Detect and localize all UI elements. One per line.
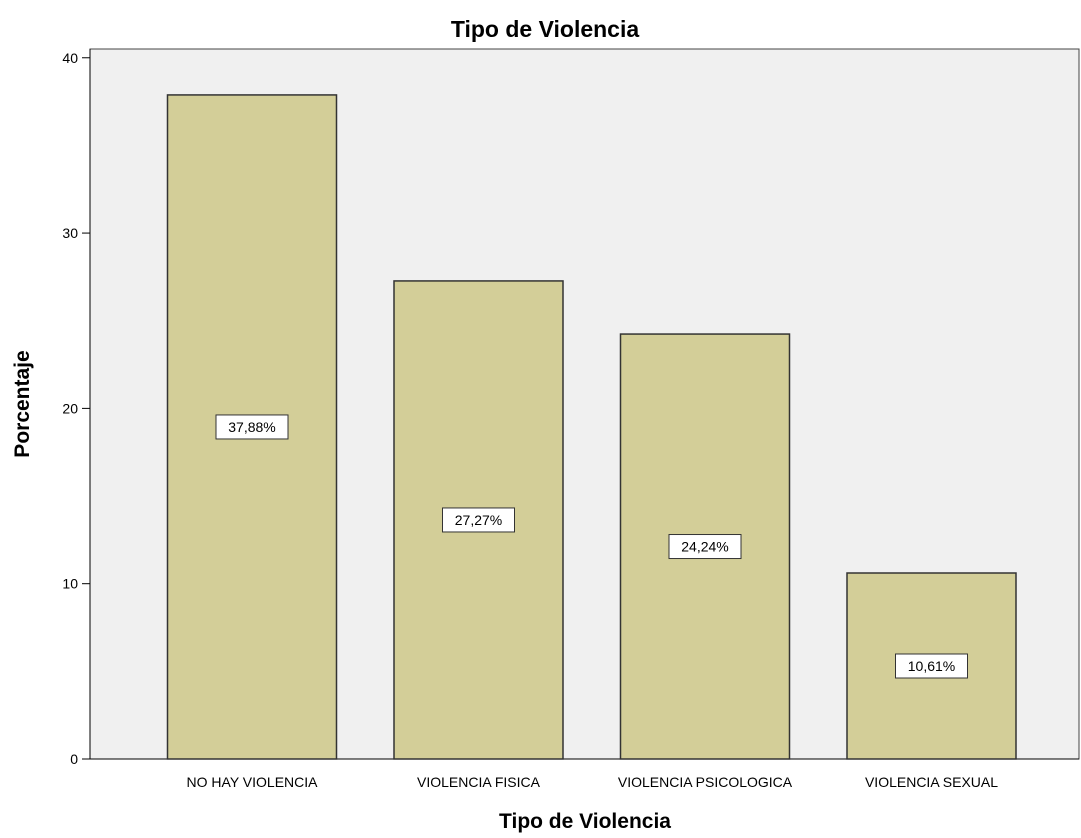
y-tick-label: 0: [70, 751, 78, 767]
x-tick-label: VIOLENCIA SEXUAL: [865, 774, 998, 790]
x-axis-title: Tipo de Violencia: [499, 810, 671, 833]
x-tick-label: VIOLENCIA PSICOLOGICA: [618, 774, 793, 790]
y-axis: 0 10 20 30 40: [62, 49, 91, 767]
y-tick-label: 20: [62, 400, 78, 416]
data-label-box: [668, 534, 742, 560]
chart-title: Tipo de Violencia: [451, 16, 640, 42]
y-tick-label: 30: [62, 225, 78, 241]
data-label: 10,61%: [908, 658, 955, 674]
data-label-box: [895, 653, 968, 679]
y-axis-title: Porcentaje: [11, 350, 34, 457]
data-label-box: [215, 414, 289, 440]
x-axis: NO HAY VIOLENCIA VIOLENCIA FISICA VIOLENCI…: [90, 758, 1079, 790]
x-tick-label: NO HAY VIOLENCIA: [187, 774, 319, 790]
y-tick-label: 40: [62, 50, 78, 66]
y-tick-label: 10: [62, 576, 78, 592]
data-label: 27,27%: [455, 512, 502, 528]
x-tick-label: VIOLENCIA FISICA: [417, 774, 541, 790]
data-labels-group: 37,88% 27,27% 24,24% 10,61%: [215, 414, 968, 679]
data-label: 24,24%: [681, 539, 728, 555]
data-label: 37,88%: [228, 419, 275, 435]
data-label-box: [442, 507, 515, 533]
